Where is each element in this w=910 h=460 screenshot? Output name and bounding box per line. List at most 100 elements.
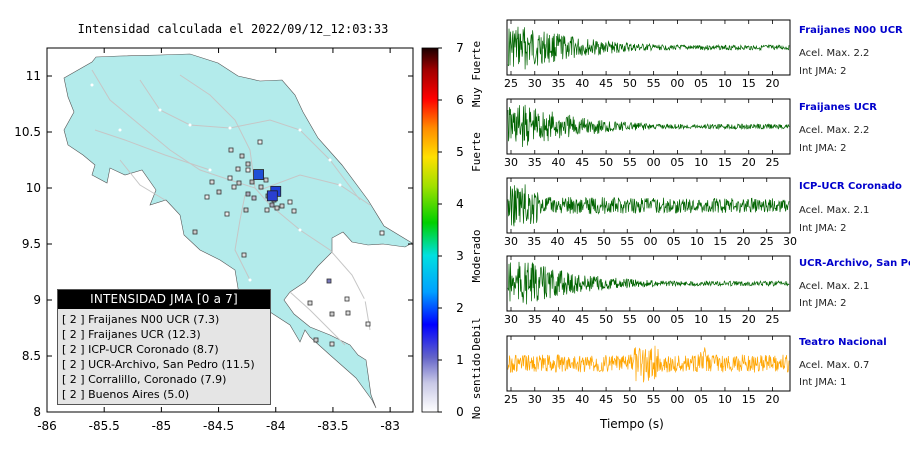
seismogram-tick-label: 35	[552, 393, 566, 406]
seismogram-tick-label: 45	[575, 313, 589, 326]
seismogram-tick-label: 00	[670, 77, 684, 90]
trace-max-acceleration: Acel. Max. 2.1	[799, 205, 870, 216]
map-x-axis: -86 -85.5 -85 -84.5 -84 -83.5 -83	[37, 48, 400, 433]
trace-jma-intensity: Int JMA: 1	[799, 377, 847, 388]
seismogram-tick-label: 10	[718, 77, 732, 90]
seismogram-tick-label: 10	[690, 235, 704, 248]
colorbar-tick-label: 7	[456, 41, 464, 55]
trace-station-name: ICP-UCR Coronado	[799, 181, 902, 192]
legend-title: INTENSIDAD JMA [0 a 7]	[58, 290, 270, 309]
seismogram-tick-label: 40	[575, 77, 589, 90]
seismogram-tick-label: 00	[647, 156, 661, 169]
map-y-tick-label: 10.5	[14, 125, 41, 139]
legend-item: [ 2 ] Corralillo, Coronado (7.9)	[62, 373, 227, 386]
map-y-tick-label: 9.5	[22, 237, 41, 251]
seismogram-tick-label: 50	[623, 77, 637, 90]
seismogram-tick-label: 40	[552, 313, 566, 326]
colorbar-tick-label: 1	[456, 353, 464, 367]
seismogram-panel: 25 30 35 40 45 50 55 00 05 10 15 20	[504, 335, 791, 406]
seismogram-waveform	[507, 26, 790, 70]
major-station-marker	[253, 169, 264, 180]
legend-item: [ 2 ] UCR-Archivo, San Pedro (11.5)	[62, 358, 255, 371]
seismogram-tick-label: 50	[623, 393, 637, 406]
seismogram-tick-label: 50	[599, 156, 613, 169]
seismogram-tick-label: 30	[504, 156, 518, 169]
seismogram-tick-label: 25	[765, 313, 779, 326]
colorbar-categories: No sentido Debil Moderado Fuerte Muy Fuerte	[470, 41, 483, 419]
seismogram-tick-label: 10	[694, 313, 708, 326]
colorbar-gradient	[421, 47, 439, 413]
seismogram-tick-label: 55	[647, 393, 661, 406]
colorbar-category-label: No sentido	[470, 353, 483, 419]
seismogram-tick-label: 10	[694, 156, 708, 169]
map-y-tick-label: 8.5	[22, 349, 41, 363]
map-title: Intensidad calculada el 2022/09/12_12:03…	[77, 22, 389, 36]
seismogram-tick-label: 20	[742, 313, 756, 326]
seismogram-tick-label: 15	[742, 77, 756, 90]
seismogram-tick-label: 00	[670, 393, 684, 406]
trace-station-name: UCR-Archivo, San Pedro	[799, 258, 910, 269]
seismogram-tick-label: 20	[742, 156, 756, 169]
seismogram-tick-label: 15	[742, 393, 756, 406]
seismogram-tick-label: 30	[504, 235, 518, 248]
trace-max-acceleration: Acel. Max. 0.7	[799, 360, 870, 371]
map-x-tick-label: -85.5	[89, 419, 120, 433]
trace-jma-intensity: Int JMA: 2	[799, 66, 847, 77]
seismogram-tick-label: 20	[765, 393, 779, 406]
intensity-colorbar: 0 1 2 3 4 5 6 7 No sentido Debil Moderado Fuerte Mu…	[421, 41, 483, 419]
colorbar-category-label: Debil	[470, 317, 483, 350]
map-y-tick-label: 9	[33, 293, 41, 307]
seismogram-tick-label: 15	[713, 235, 727, 248]
map-x-tick-label: -84	[266, 419, 286, 433]
seismogram-tick-label: 55	[623, 313, 637, 326]
map-y-axis: 11 10.5 10 9.5 9 8.5 8	[14, 69, 413, 419]
map-frame	[46, 47, 414, 413]
seismogram-tick-label: 15	[718, 313, 732, 326]
colorbar-tick-label: 0	[456, 405, 464, 419]
seismogram-waveform	[507, 104, 790, 148]
seismogram-waveform	[507, 261, 790, 305]
seismogram-waveform	[507, 184, 790, 227]
seismogram-tick-label: 35	[528, 156, 542, 169]
seismogram-tick-label: 55	[620, 235, 634, 248]
colorbar-tick-label: 6	[456, 93, 464, 107]
intensity-legend: INTENSIDAD JMA [0 a 7] [ 2 ] Fraijanes N…	[57, 289, 271, 405]
seismogram-panels: 25 30 35 40 45 50 55 00 05 10 15 20 30 35 40 45 50 55 00 05…	[504, 19, 797, 406]
seismogram-tick-label: 30	[504, 313, 518, 326]
seismogram-panel: 30 35 40 45 50 55 00 05 10 15 20 25	[504, 255, 791, 326]
seismogram-waveform	[507, 345, 790, 383]
map-x-tick-label: -84.5	[203, 419, 234, 433]
colorbar-category-label: Moderado	[470, 230, 483, 283]
seismogram-tick-label: 25	[765, 156, 779, 169]
map-x-tick-label: -83.5	[317, 419, 348, 433]
seismogram-tick-label: 45	[599, 77, 613, 90]
seismogram-tick-label: 05	[694, 393, 708, 406]
seismogram-tick-label: 45	[574, 235, 588, 248]
trace-station-name: Teatro Nacional	[799, 337, 887, 348]
seismogram-tick-label: 45	[575, 156, 589, 169]
seismogram-tick-label: 25	[504, 77, 518, 90]
seismogram-tick-label: 05	[670, 156, 684, 169]
seismogram-tick-label: 30	[783, 235, 797, 248]
major-station-markers	[253, 169, 282, 202]
seismogram-tick-label: 40	[551, 235, 565, 248]
seismogram-tick-label: 20	[737, 235, 751, 248]
seismogram-tick-label: 20	[765, 77, 779, 90]
trace-station-name: Fraijanes N00 UCR	[799, 25, 903, 36]
trace-jma-intensity: Int JMA: 2	[799, 223, 847, 234]
seismogram-tick-label: 50	[597, 235, 611, 248]
seismogram-tick-label: 25	[760, 235, 774, 248]
map-y-tick-label: 10	[26, 181, 41, 195]
seismogram-tick-label: 05	[667, 235, 681, 248]
colorbar-category-label: Fuerte	[470, 132, 483, 172]
colorbar-tick-label: 4	[456, 197, 464, 211]
trace-jma-intensity: Int JMA: 2	[799, 298, 847, 309]
seismogram-tick-label: 35	[528, 313, 542, 326]
colorbar-tick-label: 3	[456, 249, 464, 263]
seismogram-tick-label: 35	[527, 235, 541, 248]
seismogram-tick-label: 30	[528, 77, 542, 90]
seismogram-panel: 25 30 35 40 45 50 55 00 05 10 15 20	[504, 19, 791, 90]
legend-item: [ 2 ] ICP-UCR Coronado (8.7)	[62, 343, 219, 356]
trace-station-name: Fraijanes UCR	[799, 102, 877, 113]
